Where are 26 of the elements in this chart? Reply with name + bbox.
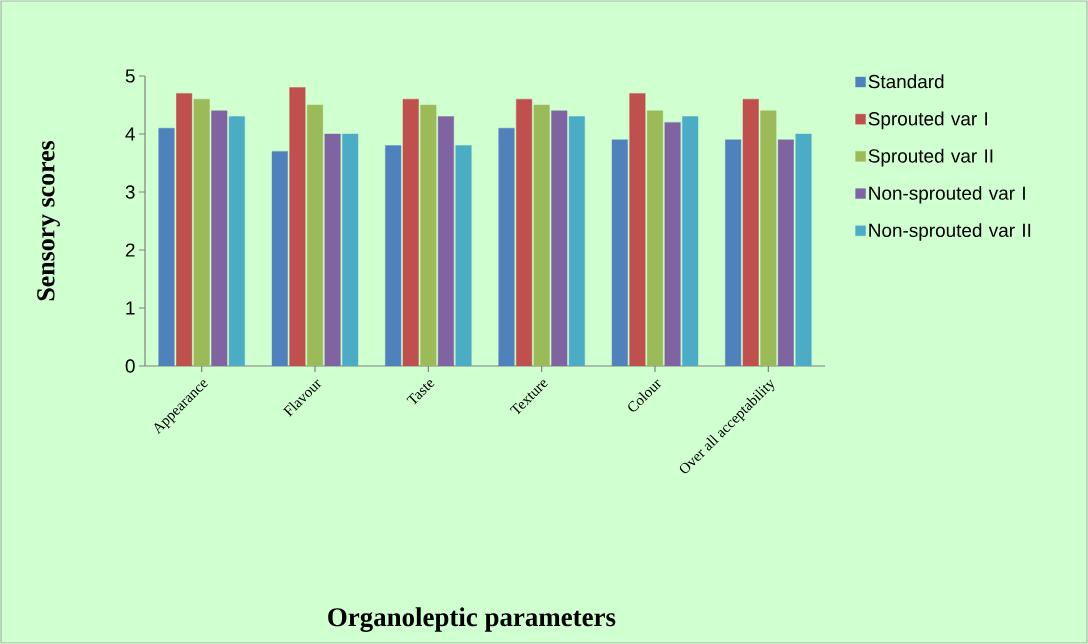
legend-label: Standard bbox=[868, 74, 944, 89]
y-tick-label: 5 bbox=[125, 69, 135, 83]
legend-label: Sprouted var I bbox=[868, 111, 988, 130]
y-tick-label: 2 bbox=[125, 243, 135, 257]
bar bbox=[629, 93, 646, 366]
bar bbox=[516, 98, 533, 366]
bar bbox=[402, 98, 419, 366]
legend-label: Non-sprouted var II bbox=[869, 223, 1031, 241]
legend-label: Non-sprouted var I bbox=[869, 185, 1025, 204]
bar bbox=[176, 93, 193, 366]
bar bbox=[289, 87, 306, 366]
y-tick-label: 4 bbox=[125, 127, 135, 141]
bar bbox=[437, 116, 454, 366]
y-tick-label: 1 bbox=[126, 301, 135, 315]
x-tick-label: Taste bbox=[406, 380, 435, 405]
bar bbox=[551, 110, 568, 366]
bar bbox=[211, 110, 228, 366]
bar bbox=[742, 98, 759, 366]
bar bbox=[777, 139, 794, 366]
bar bbox=[324, 133, 341, 366]
legend-label: Sprouted var II bbox=[868, 148, 993, 167]
x-axis-title: Organoleptic parameters bbox=[328, 607, 616, 632]
y-axis-title: Sensory scores bbox=[37, 140, 60, 301]
y-tick-label: 0 bbox=[125, 359, 135, 373]
y-tick-label: 3 bbox=[125, 185, 135, 199]
bar bbox=[664, 122, 681, 366]
